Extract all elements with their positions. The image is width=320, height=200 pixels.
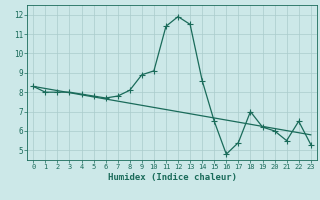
X-axis label: Humidex (Indice chaleur): Humidex (Indice chaleur) <box>108 173 236 182</box>
